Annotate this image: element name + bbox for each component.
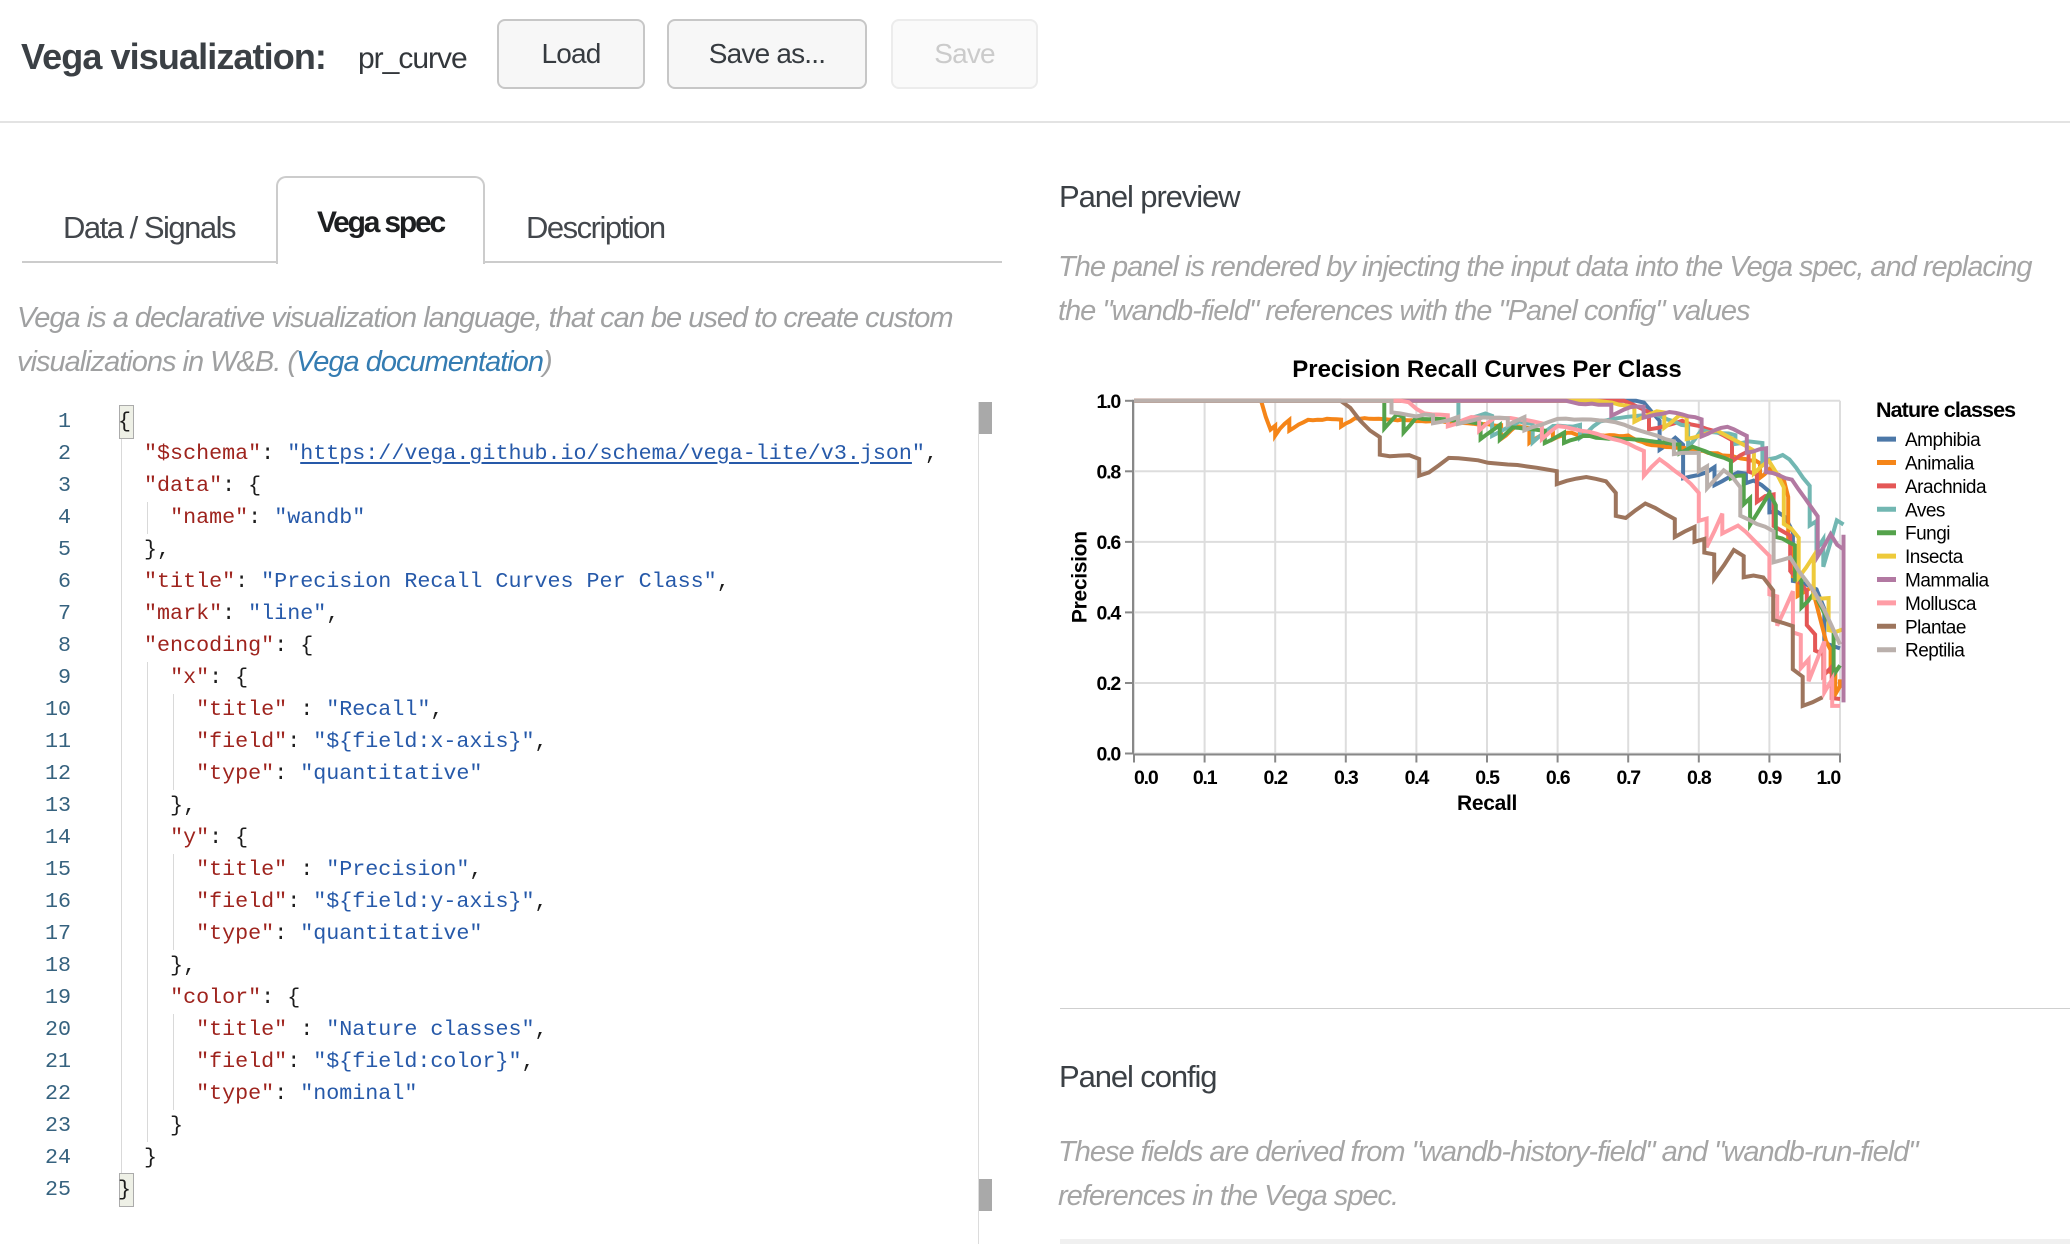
- svg-text:Animalia: Animalia: [1905, 454, 1975, 475]
- svg-text:Plantae: Plantae: [1905, 617, 1966, 638]
- svg-text:0.1: 0.1: [1193, 767, 1218, 789]
- svg-text:Mollusca: Mollusca: [1905, 594, 1977, 615]
- svg-text:Arachnida: Arachnida: [1905, 477, 1987, 498]
- svg-text:Recall: Recall: [1457, 792, 1517, 815]
- svg-text:Precision: Precision: [1069, 531, 1092, 623]
- svg-text:0.3: 0.3: [1334, 767, 1359, 789]
- svg-text:Nature classes: Nature classes: [1876, 398, 2016, 422]
- svg-text:Amphibia: Amphibia: [1905, 430, 1981, 451]
- svg-text:0.2: 0.2: [1263, 767, 1288, 789]
- svg-text:Mammalia: Mammalia: [1905, 571, 1990, 592]
- svg-text:Aves: Aves: [1905, 500, 1945, 521]
- svg-text:Precision Recall Curves Per Cl: Precision Recall Curves Per Class: [1292, 356, 1682, 383]
- svg-text:0.9: 0.9: [1758, 767, 1783, 789]
- svg-text:1.0: 1.0: [1816, 767, 1841, 789]
- svg-text:0.6: 0.6: [1546, 767, 1571, 789]
- svg-text:Reptilia: Reptilia: [1905, 641, 1965, 662]
- svg-text:Insecta: Insecta: [1905, 547, 1964, 568]
- svg-text:0.4: 0.4: [1405, 767, 1430, 789]
- svg-text:0.6: 0.6: [1096, 532, 1121, 554]
- svg-text:Fungi: Fungi: [1905, 524, 1950, 545]
- svg-text:0.7: 0.7: [1616, 767, 1640, 789]
- svg-text:1.0: 1.0: [1096, 391, 1121, 413]
- svg-text:0.8: 0.8: [1096, 461, 1121, 483]
- svg-text:0.4: 0.4: [1096, 602, 1121, 624]
- svg-text:0.5: 0.5: [1475, 767, 1500, 789]
- svg-text:0.2: 0.2: [1096, 673, 1121, 695]
- svg-text:0.8: 0.8: [1687, 767, 1712, 789]
- svg-text:0.0: 0.0: [1096, 744, 1121, 766]
- svg-text:0.0: 0.0: [1134, 767, 1159, 789]
